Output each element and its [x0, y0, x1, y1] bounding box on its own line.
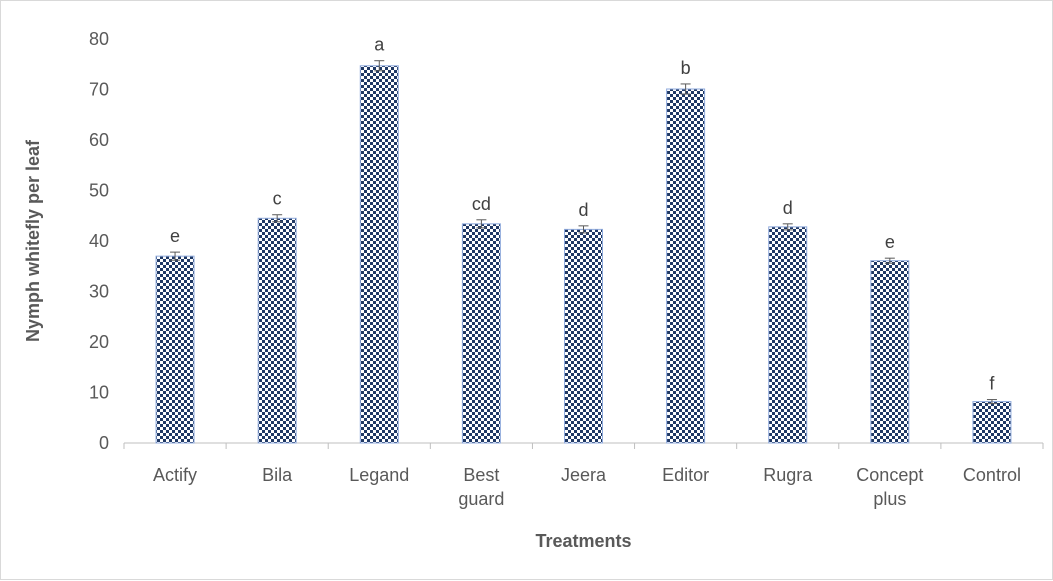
y-tick-label: 20	[89, 332, 109, 352]
x-tick-label: Control	[963, 465, 1021, 485]
y-axis-ticks: 0 10 20 30 40 50 60 70 80	[89, 29, 109, 453]
bar	[461, 223, 501, 444]
y-tick-label: 80	[89, 29, 109, 49]
significance-letter: cd	[472, 194, 491, 214]
y-tick-label: 10	[89, 383, 109, 403]
significance-letter: d	[578, 200, 588, 220]
x-tick-label: plus	[873, 489, 906, 509]
bar	[768, 226, 808, 444]
x-tick-label: Bila	[262, 465, 293, 485]
x-tick-label: Legand	[349, 465, 409, 485]
x-tick-label: guard	[458, 489, 504, 509]
significance-letter: c	[273, 189, 282, 209]
y-tick-label: 50	[89, 181, 109, 201]
y-axis-title: Nymph whitefly per leaf	[23, 139, 43, 342]
y-tick-label: 0	[99, 433, 109, 453]
y-tick-label: 30	[89, 282, 109, 302]
x-axis-tick-labels: Actify Bila Legand Best guard Jeera Editor Rugr…	[153, 465, 1021, 509]
x-tick-label: Best	[463, 465, 499, 485]
x-tick-label: Concept	[856, 465, 923, 485]
bar	[257, 217, 297, 444]
significance-letter: d	[783, 198, 793, 218]
significance-letter: e	[885, 232, 895, 252]
bars-group: e c a cd d b d e f	[123, 35, 1044, 449]
bar	[666, 88, 706, 444]
x-tick-label: Actify	[153, 465, 197, 485]
x-tick-label: Editor	[662, 465, 709, 485]
significance-letter: a	[374, 35, 385, 55]
y-tick-label: 70	[89, 80, 109, 100]
significance-letter: b	[681, 58, 691, 78]
x-tick-label: Jeera	[561, 465, 607, 485]
significance-letter: e	[170, 226, 180, 246]
bar	[155, 255, 195, 444]
y-tick-label: 40	[89, 231, 109, 251]
significance-letter: f	[989, 374, 995, 394]
bar	[359, 65, 399, 444]
bar	[564, 228, 603, 444]
bar	[972, 401, 1012, 444]
y-tick-label: 60	[89, 130, 109, 150]
bar	[870, 260, 910, 444]
x-axis-title: Treatments	[535, 531, 631, 551]
x-tick-label: Rugra	[763, 465, 813, 485]
